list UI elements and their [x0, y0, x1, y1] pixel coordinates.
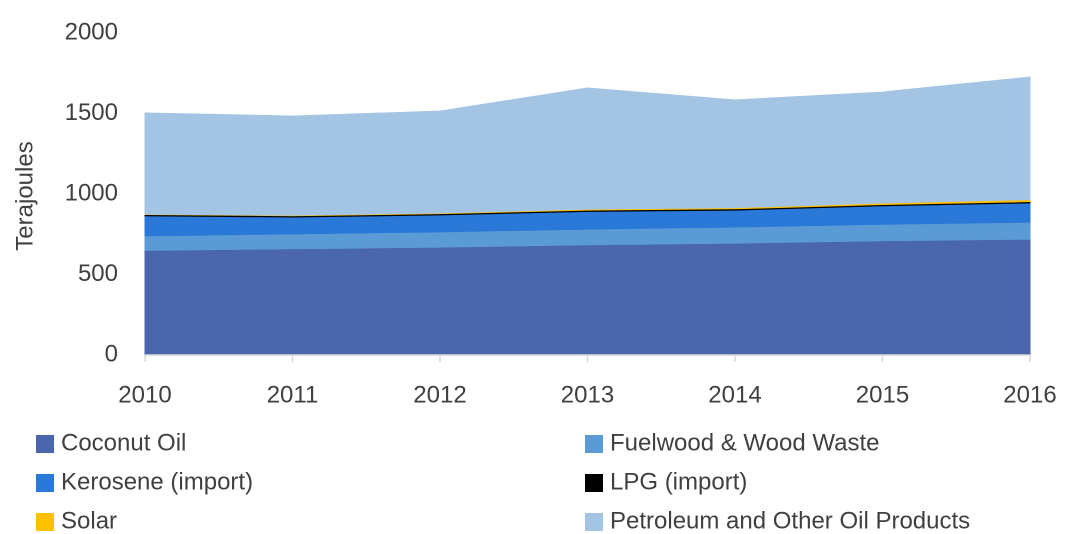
legend-label: Solar	[61, 507, 117, 534]
legend-label: LPG (import)	[610, 468, 747, 495]
y-tick-label: 500	[78, 260, 118, 287]
x-tick-label: 2015	[856, 381, 909, 408]
x-tick-label: 2010	[118, 381, 171, 408]
legend-swatch	[36, 513, 54, 531]
y-tick-label: 2000	[65, 18, 118, 45]
x-tick-label: 2016	[1003, 381, 1056, 408]
legend-label: Fuelwood & Wood Waste	[610, 429, 879, 456]
x-tick-label: 2012	[413, 381, 466, 408]
y-tick-label: 1000	[65, 179, 118, 206]
legend-swatch	[585, 474, 603, 492]
area	[144, 76, 1031, 216]
y-tick-label: 0	[105, 340, 118, 367]
legend-swatch	[585, 435, 603, 453]
legend-swatch	[36, 435, 54, 453]
legend-swatch	[585, 513, 603, 531]
x-tick-label: 2014	[708, 381, 761, 408]
legend-label: Coconut Oil	[61, 429, 186, 456]
legend-swatch	[36, 474, 54, 492]
y-tick-label: 1500	[65, 99, 118, 126]
area	[144, 238, 1031, 356]
x-tick-label: 2011	[267, 381, 319, 408]
legend-label: Kerosene (import)	[61, 468, 253, 495]
x-tick-label: 2013	[561, 381, 614, 408]
y-axis-title: Terajoules	[11, 141, 38, 250]
legend-label: Petroleum and Other Oil Products	[610, 507, 970, 534]
